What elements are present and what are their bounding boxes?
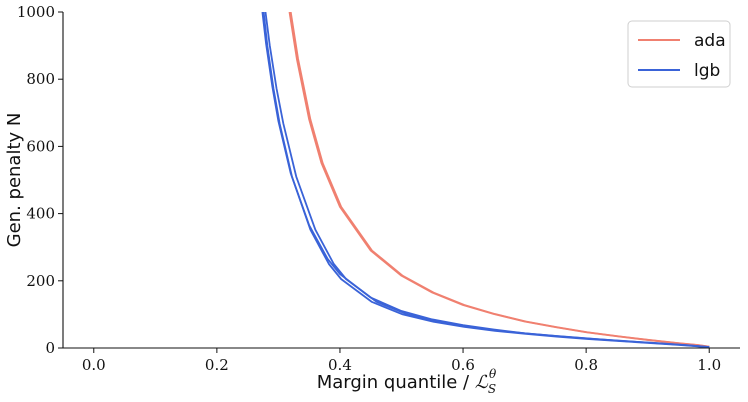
x-axis-label-text: Margin quantile /: [317, 372, 475, 393]
y-tick-label: 0: [45, 339, 55, 357]
x-axis-label: Margin quantile / ℒSθ: [317, 367, 497, 396]
x-axis-label-subscript: S: [488, 382, 496, 396]
x-tick-label: 1.0: [697, 356, 721, 374]
legend-label-lgb: lgb: [694, 61, 720, 81]
x-tick-label: 0.8: [574, 356, 598, 374]
series-layer: [261, 12, 710, 348]
legend-label-ada: ada: [694, 31, 726, 51]
legend: ada lgb: [627, 20, 731, 88]
x-tick-label: 0.6: [451, 356, 475, 374]
y-tick-label: 600: [26, 137, 55, 155]
series-line-lgb-2: [264, 12, 710, 348]
ticks-layer: 0.0 0.2 0.4 0.6 0.8 1.0 0 200 400 600 800 1000: [17, 3, 721, 374]
y-tick-label: 400: [26, 205, 55, 223]
x-tick-label: 0.0: [82, 356, 106, 374]
y-axis-label: Gen. penalty N: [4, 113, 25, 248]
x-tick-label: 0.4: [328, 356, 352, 374]
y-tick-label: 1000: [17, 3, 55, 21]
x-tick-label: 0.2: [205, 356, 229, 374]
x-axis-label-superscript: θ: [489, 367, 497, 381]
x-axis-label-math: ℒ: [475, 372, 489, 393]
series-line-ada-1: [289, 12, 710, 348]
y-tick-label: 200: [26, 272, 55, 290]
y-tick-label: 800: [26, 70, 55, 88]
